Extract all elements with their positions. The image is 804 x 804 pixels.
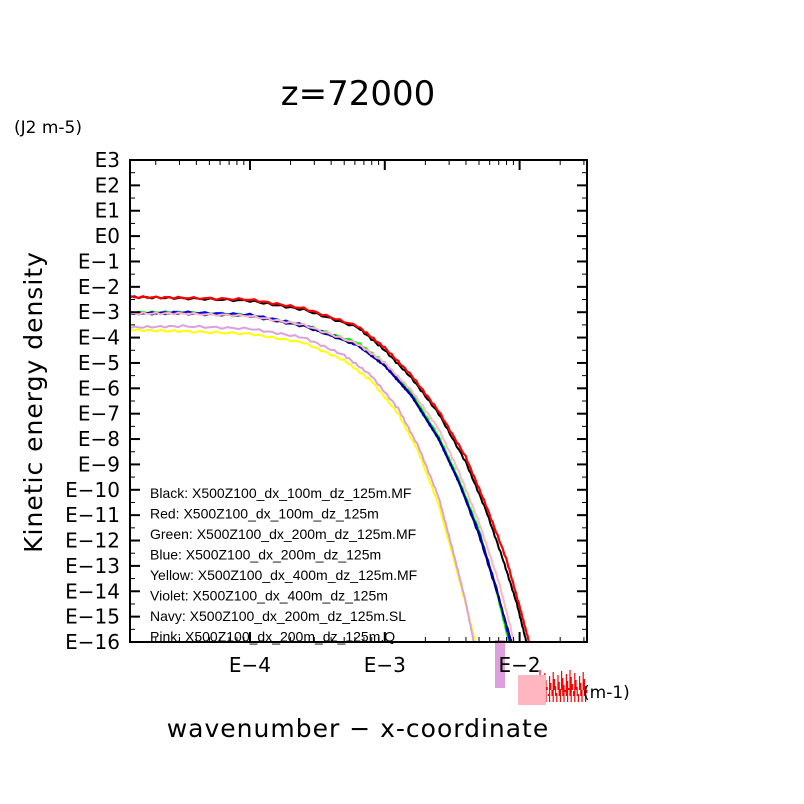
y-tick-label: E−3 [78,300,120,324]
red-noise-tail [539,670,588,702]
y-tick-label: E3 [95,148,120,172]
legend: Black: X500Z100_dx_100m_dz_125m.MF Red: X… [150,485,417,645]
y-tick-label: E−7 [78,402,120,426]
y-tick-label: E−12 [65,529,120,553]
x-tick-label: E−4 [229,653,271,677]
y-tick-label: E−10 [65,478,120,502]
y-tick-label: E−13 [65,554,120,578]
legend-entry: Violet: X500Z100_dx_400m_dz_125m [150,588,388,604]
y-tick-label: E1 [95,199,120,223]
y-tick-label: E−2 [78,275,120,299]
legend-entry: Red: X500Z100_dx_100m_dz_125m [150,506,379,522]
y-tick-label: E−6 [78,376,120,400]
legend-entry: Navy: X500Z100_dx_200m_dz_125m.SL [150,608,406,624]
y-tick-label: E−1 [78,249,120,273]
x-axis-label: wavenumber − x-coordinate [167,714,550,743]
legend-entry: Pink: X500Z100_dx_200m_dz_125m.Q [150,629,395,645]
legend-entry: Yellow: X500Z100_dx_400m_dz_125m.MF [150,567,417,583]
y-tick-label: E−5 [78,351,120,375]
y-tick-label: E−11 [65,503,120,527]
y-tick-label: E−14 [65,579,120,603]
plot-area [129,295,588,705]
y-tick-label: E−15 [65,605,120,629]
x-axis-units: (m-1) [583,683,630,703]
series-line-2 [129,295,531,643]
pink-noise-tail [518,675,546,705]
y-tick-label: E2 [95,173,120,197]
legend-entry: Green: X500Z100_dx_200m_dz_125m.MF [150,526,416,542]
y-tick-label: E−16 [65,630,120,654]
y-tick-label: E−8 [78,427,120,451]
x-tick-label: E−2 [499,653,541,677]
y-tick-label: E0 [95,224,120,248]
y-tick-label: E−4 [78,326,120,350]
legend-entry: Blue: X500Z100_dx_200m_dz_125m [150,547,381,563]
y-axis-label: Kinetic energy density [19,251,48,553]
series-line-5 [129,328,477,643]
violet-noise-tail [495,640,505,688]
x-tick-label: E−3 [364,653,406,677]
series-line-6 [129,324,475,642]
y-tick-label: E−9 [78,452,120,476]
legend-entry: Black: X500Z100_dx_100m_dz_125m.MF [150,485,411,501]
chart-title: z=72000 [281,74,436,114]
axes: E3E2E1E0E−1E−2E−3E−4E−5E−6E−7E−8E−9E−10E… [65,148,588,677]
series-line-8 [129,311,516,642]
y-axis-units: (J2 m-5) [14,118,82,138]
